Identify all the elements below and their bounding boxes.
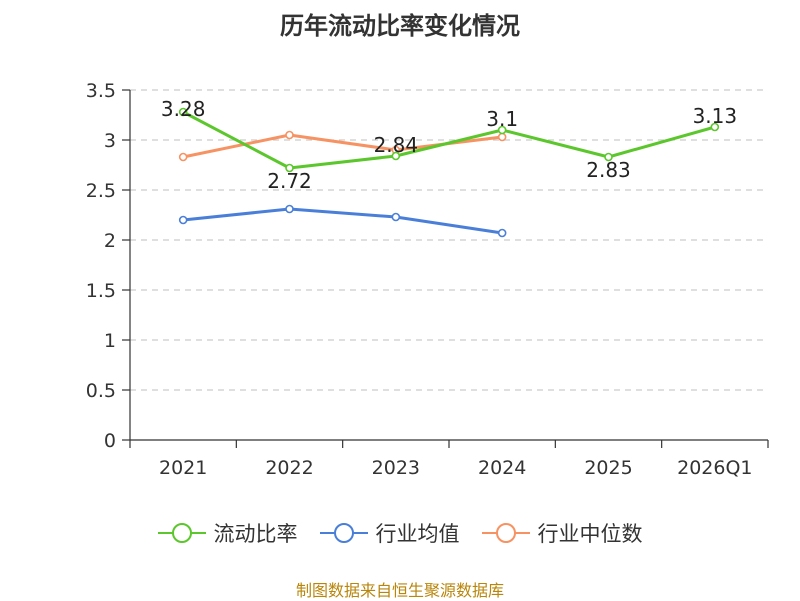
data-point <box>604 152 613 162</box>
data-label: 2.72 <box>267 169 312 193</box>
legend-item[interactable]: 流动比率 <box>157 518 298 548</box>
series-line <box>183 207 503 235</box>
y-tick-label: 1 <box>104 330 116 352</box>
series-group <box>178 107 720 238</box>
data-point <box>285 163 294 173</box>
y-tick-label: 0.5 <box>86 380 116 402</box>
data-label: 2.84 <box>374 133 419 157</box>
data-point <box>391 212 401 222</box>
data-point <box>285 130 294 140</box>
data-label: 3.13 <box>693 104 738 128</box>
legend-label: 流动比率 <box>213 522 298 546</box>
legend-line-marker-icon <box>157 523 206 543</box>
x-tick-label: 2024 <box>478 457 526 479</box>
data-point <box>497 228 507 238</box>
y-tick-label: 3.5 <box>86 80 116 102</box>
x-tick-label: 2026Q1 <box>677 457 752 479</box>
legend-line-marker-icon <box>481 523 530 543</box>
y-tick-label: 2 <box>104 230 116 252</box>
y-tick-label: 0 <box>104 430 116 452</box>
axes: 0 0.5 1 1.5 2 2.5 3 3.5 2021 2022 2023 2024 2025 2026… <box>86 80 769 479</box>
data-point <box>178 215 188 225</box>
data-point <box>178 107 188 117</box>
data-point <box>497 125 507 135</box>
y-tick-label: 1.5 <box>86 280 116 302</box>
data-point <box>285 204 294 214</box>
y-tick-label: 3 <box>104 130 116 152</box>
gridlines <box>130 89 768 391</box>
data-point <box>497 132 507 142</box>
source-note: 制图数据来自恒生聚源数据库 <box>295 581 504 600</box>
chart-title: 历年流动比率变化情况 <box>280 12 520 40</box>
data-label: 3.1 <box>486 107 518 131</box>
data-point <box>391 151 401 161</box>
series-line <box>182 110 716 170</box>
x-tick-label: 2022 <box>265 457 313 479</box>
legend-label: 行业均值 <box>375 522 460 546</box>
legend-line-marker-icon <box>319 523 368 543</box>
data-label: 3.28 <box>161 97 206 121</box>
legend-label: 行业中位数 <box>537 522 643 546</box>
x-tick-label: 2023 <box>372 457 420 479</box>
legend-item[interactable]: 行业均值 <box>319 518 460 548</box>
line-chart: 0 0.5 1 1.5 2 2.5 3 3.5 2021 2022 2023 2024 2025 2026… <box>86 80 769 479</box>
x-tick-label: 2021 <box>159 457 207 479</box>
legend-item[interactable]: 行业中位数 <box>481 518 643 548</box>
x-tick-label: 2025 <box>584 457 632 479</box>
data-point <box>710 122 720 132</box>
data-label: 2.83 <box>586 158 631 182</box>
legend: 流动比率 行业均值 行业中位数 <box>0 518 800 548</box>
data-point <box>178 152 188 162</box>
y-tick-label: 2.5 <box>86 180 116 202</box>
data-labels: 3.28 2.72 2.84 3.1 2.83 3.13 <box>161 97 737 193</box>
